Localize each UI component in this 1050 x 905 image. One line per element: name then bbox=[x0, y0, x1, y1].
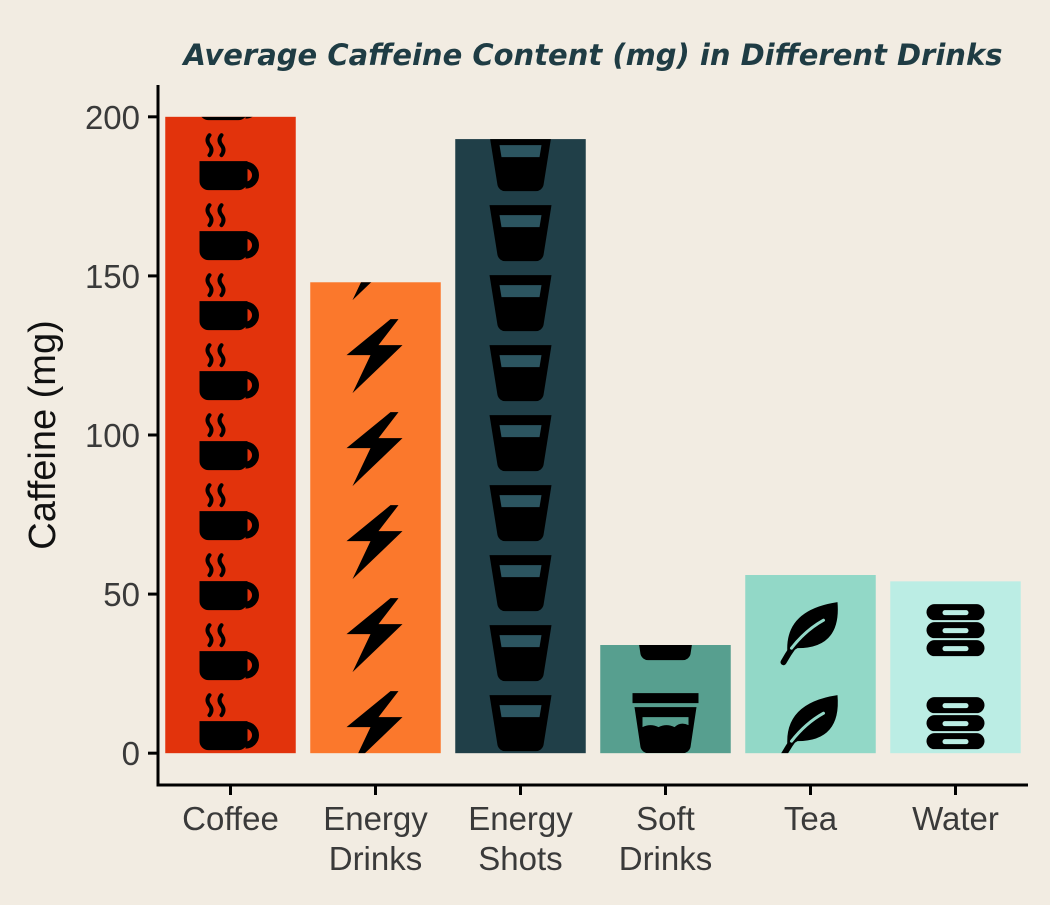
category-label-line: Soft bbox=[636, 800, 695, 837]
category-label-line: Drinks bbox=[329, 840, 423, 877]
shot-glass-icon bbox=[490, 65, 552, 121]
shot-glass-icon bbox=[489, 345, 552, 402]
y-tick-label: 200 bbox=[85, 99, 140, 136]
shot-glass-icon bbox=[489, 625, 552, 682]
leaf-icon bbox=[784, 509, 838, 569]
bar-group bbox=[455, 65, 586, 754]
bar-group bbox=[890, 511, 1021, 754]
soda-cup-icon bbox=[632, 693, 699, 754]
category-label-line: Water bbox=[912, 800, 999, 837]
category-label-line: Shots bbox=[478, 840, 562, 877]
bar bbox=[165, 116, 296, 754]
y-tick-label: 50 bbox=[103, 576, 140, 613]
category-label-line: Drinks bbox=[619, 840, 713, 877]
category-label-line: Tea bbox=[784, 800, 838, 837]
bar-group bbox=[745, 509, 876, 754]
shot-glass-icon bbox=[489, 139, 552, 192]
category-label: Energy Shots bbox=[468, 800, 573, 877]
shot-glass-icon bbox=[489, 485, 552, 542]
y-tick-label: 150 bbox=[85, 258, 140, 295]
water-bottle-icon bbox=[927, 511, 985, 563]
water-bottle-icon bbox=[926, 697, 985, 750]
y-tick-label: 100 bbox=[85, 417, 140, 454]
bar-group bbox=[165, 65, 296, 754]
coffee-cup-icon bbox=[200, 65, 256, 120]
bar-group bbox=[600, 645, 731, 754]
shot-glass-icon bbox=[489, 275, 552, 332]
y-tick-label: 0 bbox=[122, 735, 140, 772]
y-ticks: 0 50 100 150 200 bbox=[85, 99, 158, 772]
y-axis-title: Caffeine (mg) bbox=[22, 320, 64, 550]
shot-glass-icon bbox=[489, 205, 552, 262]
category-label-line: Energy bbox=[323, 800, 428, 837]
water-bottle-icon bbox=[926, 604, 985, 657]
category-label: Soft Drinks bbox=[619, 800, 713, 877]
shot-glass-icon bbox=[489, 695, 552, 752]
category-label-line: Energy bbox=[468, 800, 573, 837]
category-label: Coffee bbox=[182, 800, 279, 837]
chart-title: Average Caffeine Content (mg) in Differe… bbox=[182, 38, 1003, 72]
bars bbox=[165, 65, 1021, 754]
bar-group bbox=[310, 282, 441, 754]
category-label: Energy Drinks bbox=[323, 800, 428, 877]
shot-glass-icon bbox=[489, 555, 552, 612]
category-label: Water bbox=[912, 800, 999, 837]
shot-glass-icon bbox=[489, 415, 552, 472]
soda-cup-icon bbox=[632, 645, 699, 661]
category-label: Tea bbox=[784, 800, 838, 837]
category-label-line: Coffee bbox=[182, 800, 279, 837]
